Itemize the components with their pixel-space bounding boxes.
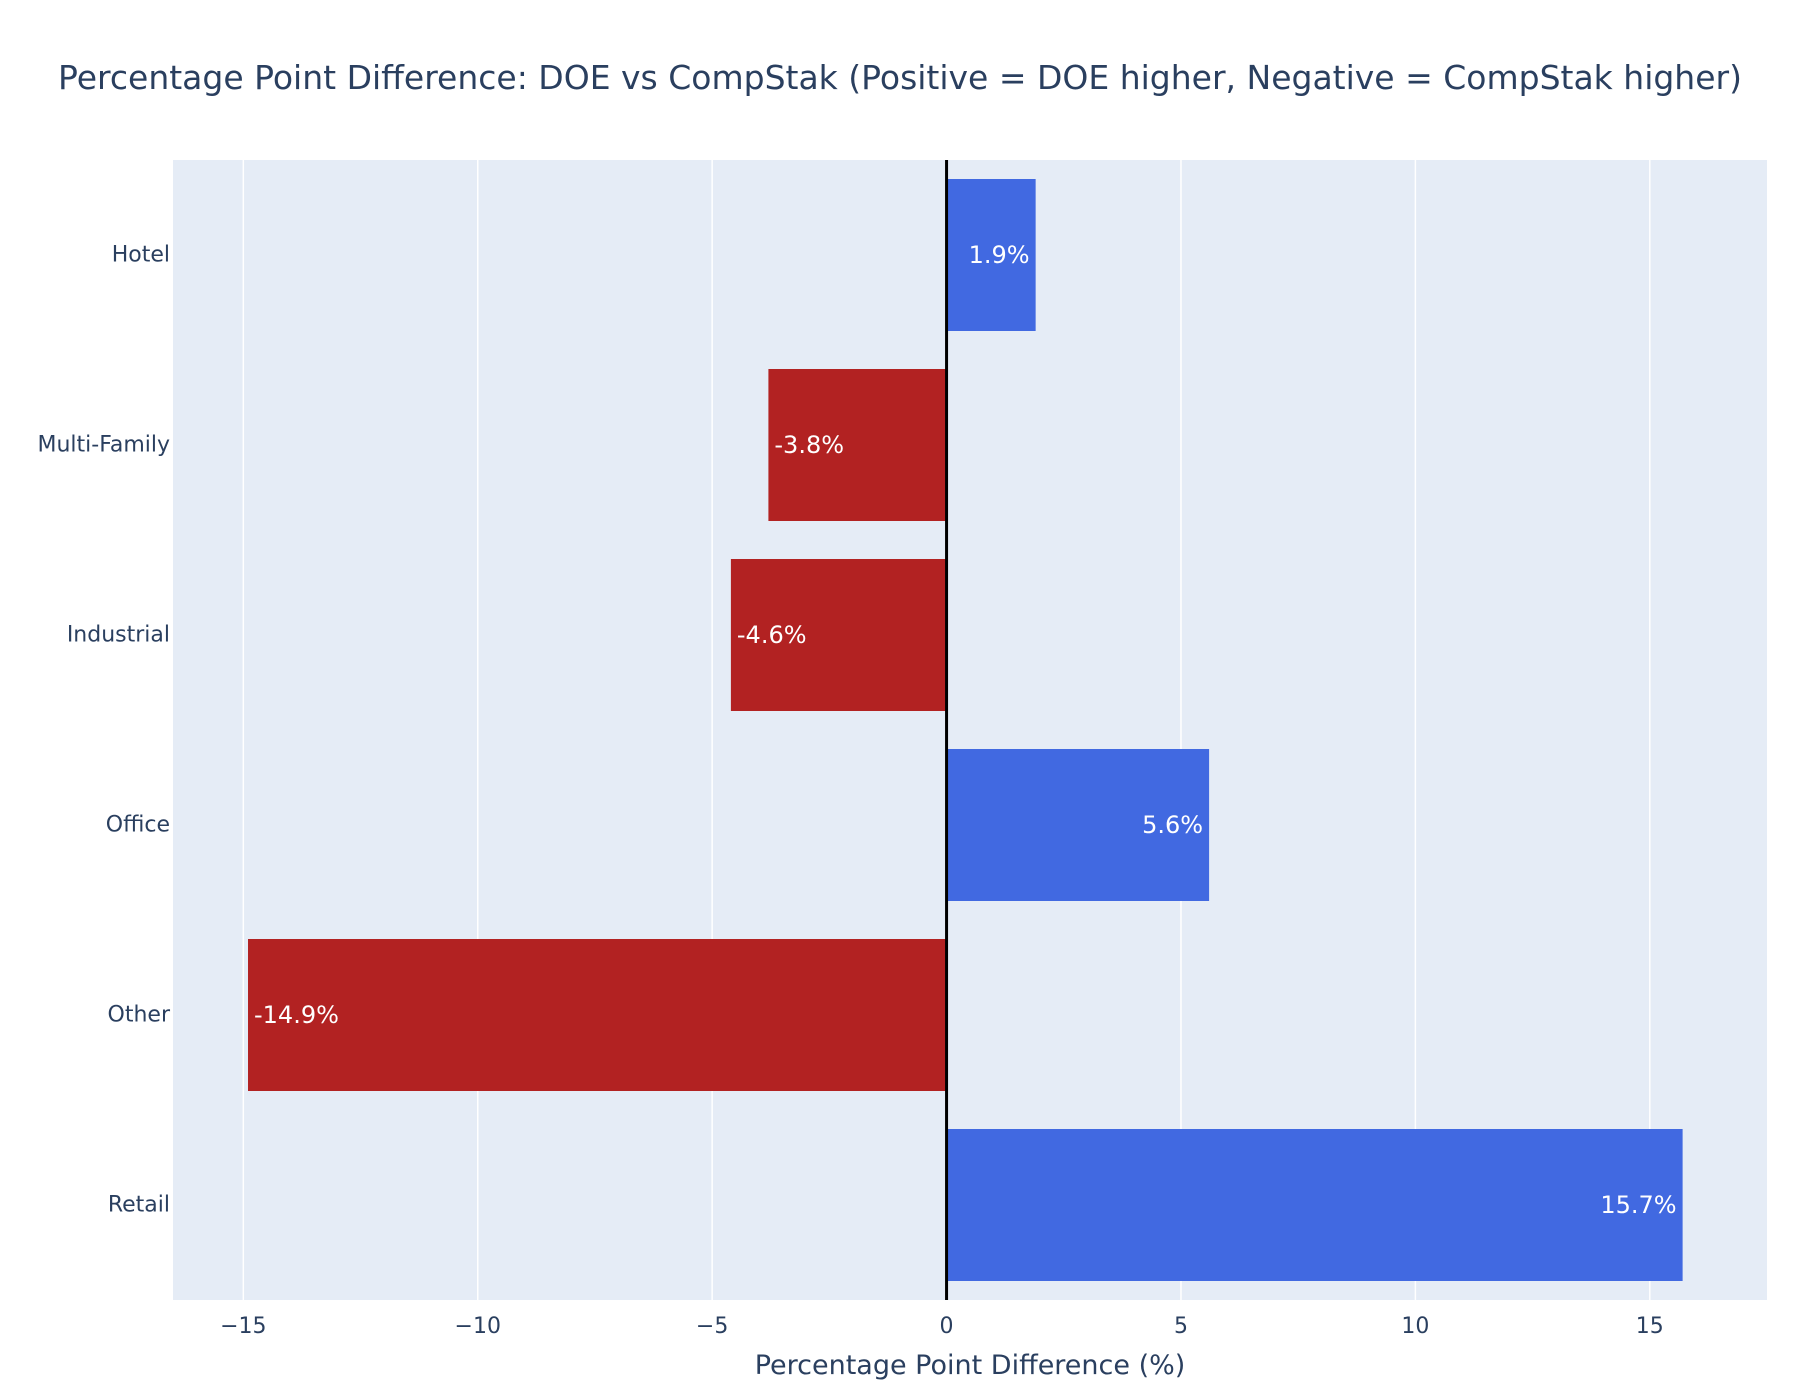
- bar: [248, 939, 947, 1091]
- bar-labels: 1.9% -3.8% -4.6% 5.6% -14.9% 15.7%: [254, 241, 1677, 1219]
- y-tick-label: Multi-Family: [37, 433, 170, 458]
- bar: [946, 179, 1036, 331]
- x-tick-label: −15: [220, 1314, 266, 1339]
- bar-value-label: -4.6%: [737, 621, 807, 649]
- grid-lines: [242, 160, 1651, 1300]
- bars: [248, 179, 1683, 1281]
- bar-value-label: 15.7%: [1600, 1191, 1676, 1219]
- y-tick-label: Industrial: [67, 623, 170, 648]
- chart-title: Percentage Point Difference: DOE vs Comp…: [58, 58, 1742, 97]
- x-tick-label: −5: [696, 1314, 728, 1339]
- x-tick-label: −10: [455, 1314, 501, 1339]
- bar: [946, 1129, 1683, 1281]
- y-tick-label: Other: [108, 1003, 171, 1028]
- bar-value-label: 1.9%: [969, 241, 1030, 269]
- y-axis-ticks: Hotel Multi-Family Industrial Office Other Re…: [37, 243, 170, 1218]
- bar: [768, 369, 947, 521]
- x-tick-label: 0: [940, 1314, 954, 1339]
- y-tick-label: Office: [106, 813, 170, 838]
- x-axis-label: Percentage Point Difference (%): [754, 1350, 1186, 1381]
- x-tick-label: 5: [1174, 1314, 1188, 1339]
- bar: [730, 559, 947, 711]
- bar: [946, 749, 1210, 901]
- x-tick-label: 10: [1401, 1314, 1429, 1339]
- bar-value-label: -3.8%: [774, 431, 844, 459]
- bar-value-label: -14.9%: [254, 1001, 339, 1029]
- plot-area: [173, 160, 1767, 1300]
- y-tick-label: Hotel: [112, 243, 170, 268]
- x-axis-ticks: −15 −10 −5 0 5 10 15: [220, 1314, 1664, 1339]
- bar-value-label: 5.6%: [1142, 811, 1203, 839]
- y-tick-label: Retail: [108, 1193, 170, 1218]
- x-tick-label: 15: [1636, 1314, 1664, 1339]
